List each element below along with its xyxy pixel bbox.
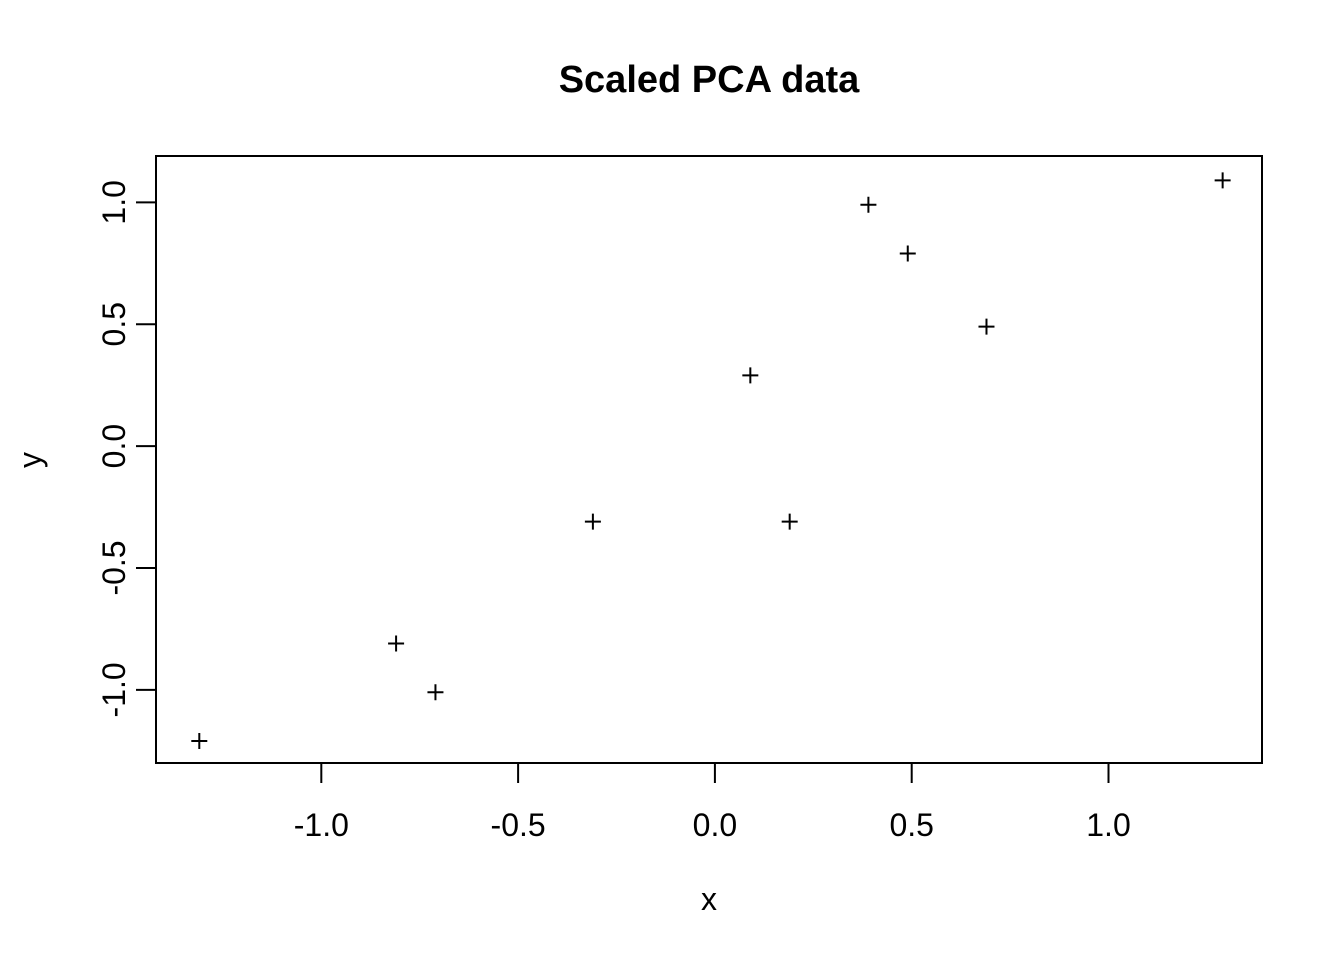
y-tick-label: 0.0 [96, 424, 132, 468]
x-axis: -1.0 -0.5 0.0 0.5 1.0 [294, 763, 1131, 843]
data-point-marker [1214, 172, 1231, 189]
data-point-marker [427, 684, 444, 701]
plot-box [155, 155, 1263, 764]
x-tick-label: 0.0 [693, 807, 737, 843]
data-point-marker [388, 635, 405, 652]
y-tick-label: 0.5 [96, 302, 132, 346]
data-point-marker [584, 513, 601, 530]
data-point-marker [742, 367, 759, 384]
x-axis-label: x [701, 881, 717, 917]
x-tick-label: 1.0 [1086, 807, 1130, 843]
data-point-marker [781, 513, 798, 530]
x-tick-label: 0.5 [889, 807, 933, 843]
data-points [191, 172, 1231, 750]
y-axis: -1.0 -0.5 0.0 0.5 1.0 [96, 180, 156, 717]
data-point-marker [978, 318, 995, 335]
data-point-marker [191, 733, 208, 750]
y-tick-label: -0.5 [96, 540, 132, 595]
x-tick-label: -0.5 [491, 807, 546, 843]
y-tick-label: 1.0 [96, 180, 132, 224]
data-point-marker [860, 196, 877, 213]
y-axis-label: y [12, 452, 48, 468]
chart-title: Scaled PCA data [559, 59, 860, 101]
data-point-marker [899, 245, 916, 262]
x-tick-label: -1.0 [294, 807, 349, 843]
y-tick-label: -1.0 [96, 662, 132, 717]
